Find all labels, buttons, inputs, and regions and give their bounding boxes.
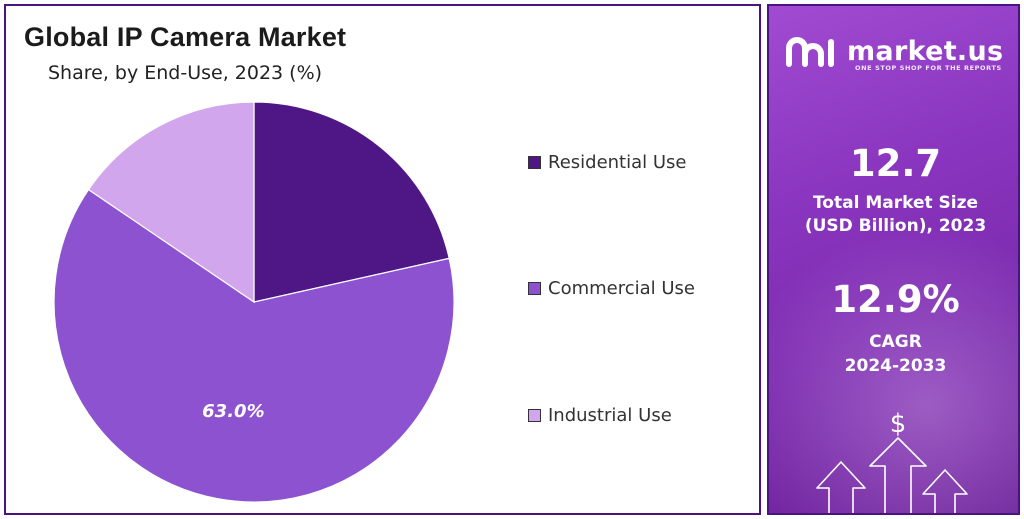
growth-arrows-illustration: $	[816, 409, 968, 513]
data-label-commercial-use: 63.0%	[202, 401, 264, 422]
background-glow	[769, 226, 1018, 513]
legend-label-industrial: Industrial Use	[548, 404, 672, 426]
legend-swatch-commercial	[528, 281, 541, 295]
brand-tagline: ONE STOP SHOP FOR THE REPORTS	[855, 64, 1002, 72]
dollar-icon: $	[890, 409, 907, 439]
brand-logo: market.us	[785, 34, 1003, 68]
cagr-label-line1: CAGR	[869, 332, 922, 352]
legend-swatch-industrial	[528, 408, 541, 422]
cagr-label-line2: 2024-2033	[844, 356, 947, 376]
pie-slice-commercial-use	[53, 188, 455, 503]
legend-item-industrial: Industrial Use	[528, 403, 768, 427]
market-size-value: 12.7	[849, 142, 942, 185]
cagr-value: 12.9%	[831, 278, 960, 321]
pie-slice-residential-use	[253, 101, 450, 303]
brand-name: market.us	[847, 35, 1004, 67]
up-arrow-icon	[869, 437, 927, 513]
summary-panel: market.us ONE STOP SHOP FOR THE REPORTS …	[767, 4, 1020, 515]
market-size-label-line1: Total Market Size	[812, 193, 979, 213]
chart-subtitle: Share, by End-Use, 2023 (%)	[48, 62, 323, 84]
chart-panel: Global IP Camera Market Share, by End-Us…	[4, 4, 761, 515]
legend-swatch-residential	[528, 155, 541, 169]
pie-slice-industrial-use	[87, 101, 255, 304]
legend-item-commercial: Commercial Use	[528, 276, 768, 300]
up-arrow-icon	[922, 469, 968, 513]
legend-label-commercial: Commercial Use	[548, 277, 696, 299]
market-size-label-line2: (USD Billion), 2023	[804, 216, 987, 236]
pie-chart: 63.0%	[53, 101, 455, 503]
legend-item-residential: Residential Use	[528, 150, 768, 174]
market-us-logo-icon	[786, 37, 834, 67]
chart-title: Global IP Camera Market	[24, 22, 347, 52]
up-arrow-icon	[816, 461, 866, 513]
legend-label-residential: Residential Use	[548, 151, 687, 173]
